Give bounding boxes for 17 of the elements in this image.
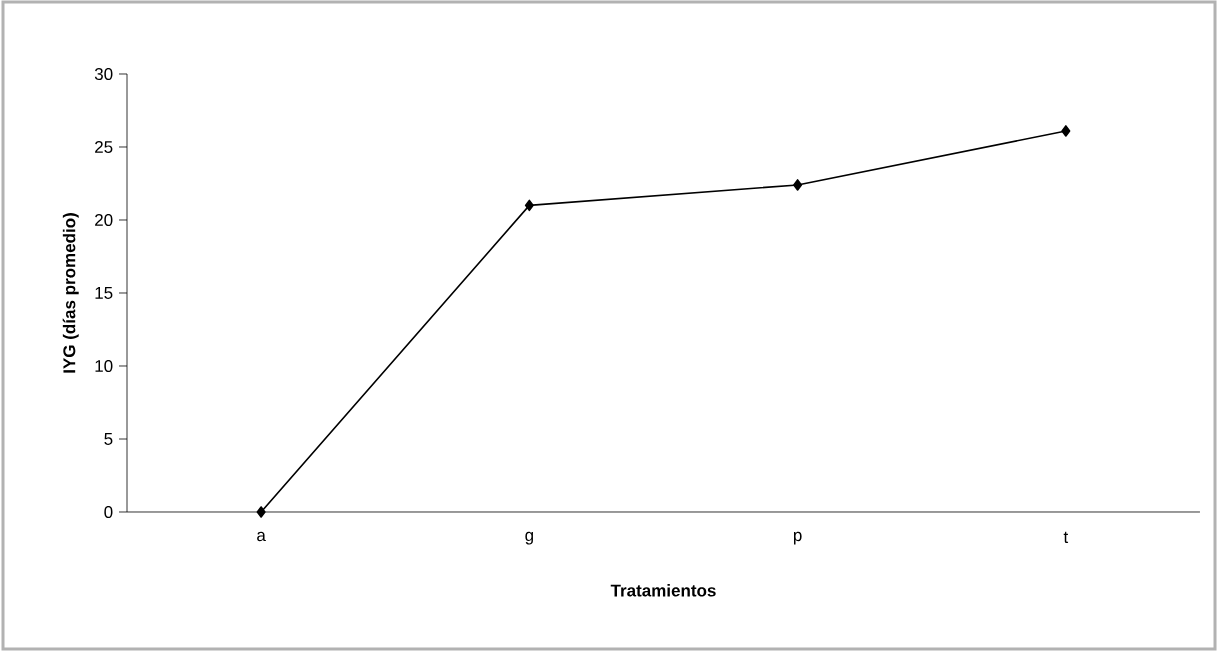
point bbox=[793, 179, 803, 191]
x-tick-label: p bbox=[793, 531, 802, 545]
point bbox=[524, 199, 534, 212]
x-tick-label: t bbox=[1063, 531, 1069, 543]
y-axis-title: IYG (días promedio) bbox=[62, 213, 79, 373]
y-tick-label: 5 bbox=[104, 433, 113, 445]
x-axis-title: Tratamientos bbox=[610, 584, 716, 597]
x-tick-label: g bbox=[525, 531, 533, 545]
x-tick-label: a bbox=[257, 531, 266, 542]
y-tick-label: 0 bbox=[104, 505, 113, 519]
y-tick-label: 20 bbox=[95, 213, 113, 227]
point bbox=[1061, 125, 1071, 137]
y-tick-label: 15 bbox=[95, 287, 113, 299]
y-tick-label: 30 bbox=[94, 67, 113, 81]
y-tick-label: 10 bbox=[95, 359, 113, 373]
point bbox=[256, 506, 266, 518]
y-tick-label: 25 bbox=[95, 140, 113, 154]
